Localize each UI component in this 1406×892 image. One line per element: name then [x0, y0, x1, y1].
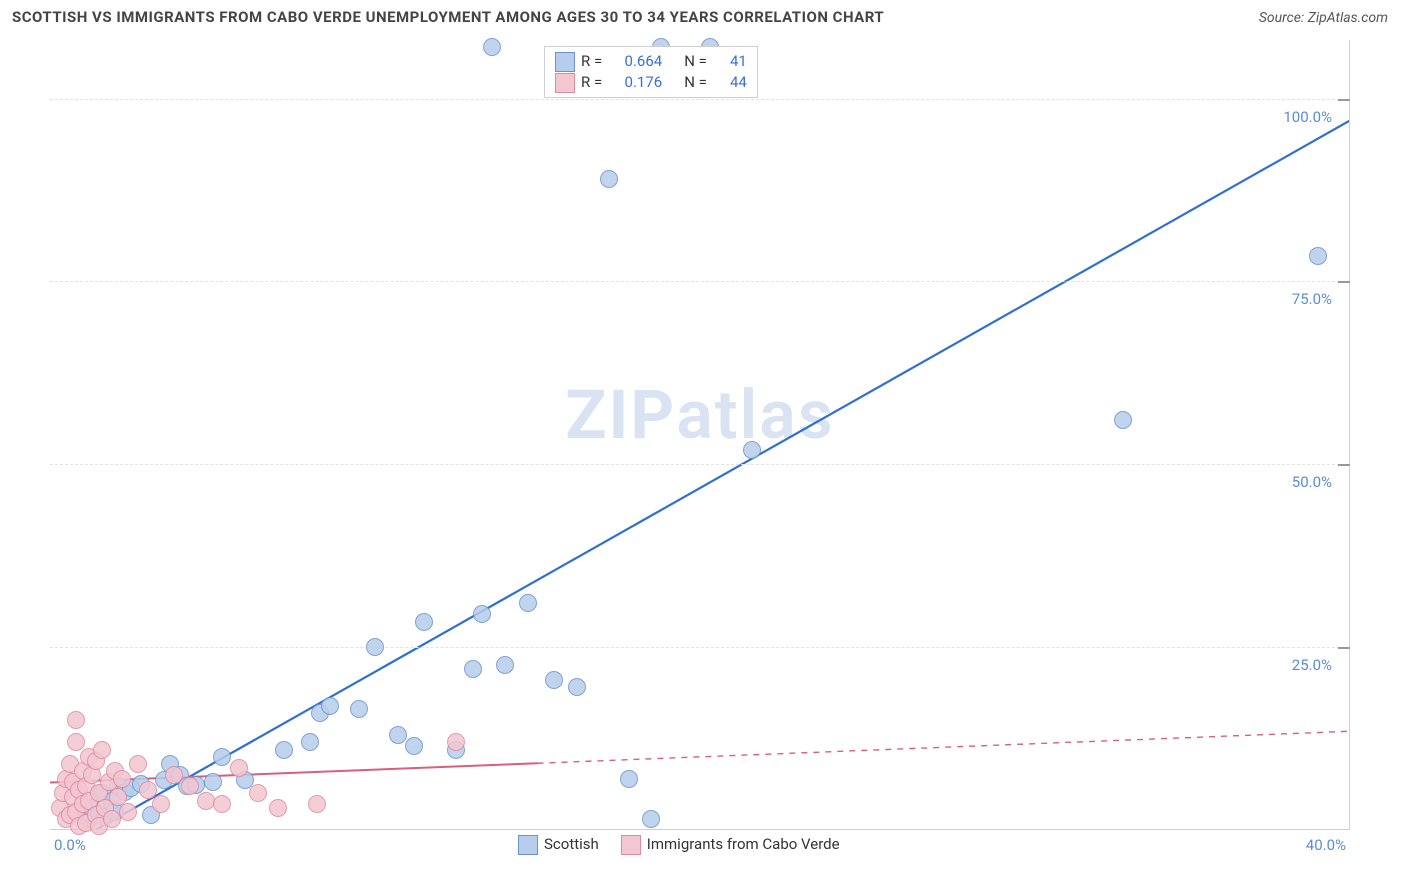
source-attribution: Source: ZipAtlas.com: [1259, 10, 1388, 26]
data-point-scottish: [301, 733, 319, 751]
data-point-scottish: [415, 613, 433, 631]
data-point-scottish: [464, 660, 482, 678]
x-tick-label: 0.0%: [54, 836, 86, 854]
data-point-cabo: [447, 733, 465, 751]
legend-label-scottish: Scottish: [544, 834, 599, 855]
legend-swatch-cabo: [555, 73, 575, 93]
data-point-scottish: [366, 638, 384, 656]
data-point-cabo: [181, 777, 199, 795]
y-tick-mark: [1338, 647, 1350, 649]
series-legend: Scottish Immigrants from Cabo Verde: [518, 834, 840, 855]
data-point-scottish: [743, 441, 761, 459]
gridline: [50, 99, 1350, 100]
y-tick-label: 75.0%: [1292, 290, 1332, 308]
data-point-scottish: [620, 770, 638, 788]
data-point-scottish: [1309, 247, 1327, 265]
data-point-scottish: [473, 605, 491, 623]
data-point-scottish: [545, 671, 563, 689]
data-point-scottish: [483, 38, 501, 56]
y-tick-label: 25.0%: [1292, 656, 1332, 674]
data-point-scottish: [405, 737, 423, 755]
n-value-scottish: 41: [713, 51, 747, 72]
watermark: ZIPatlas: [565, 375, 835, 455]
legend-item-scottish: Scottish: [518, 834, 599, 855]
y-tick-mark: [1338, 464, 1350, 466]
data-point-scottish: [321, 697, 339, 715]
trend-lines-svg: [50, 40, 1350, 830]
data-point-cabo: [67, 711, 85, 729]
x-axis-line: [50, 829, 1350, 830]
legend-label-cabo: Immigrants from Cabo Verde: [647, 834, 840, 855]
chart-container: SCOTTISH VS IMMIGRANTS FROM CABO VERDE U…: [0, 0, 1406, 892]
legend-item-cabo: Immigrants from Cabo Verde: [621, 834, 840, 855]
data-point-cabo: [249, 784, 267, 802]
stats-legend-row-cabo: R = 0.176 N = 44: [555, 72, 747, 93]
r-label: R =: [581, 72, 602, 93]
data-point-scottish: [213, 748, 231, 766]
watermark-zip: ZIP: [565, 375, 676, 455]
data-point-scottish: [275, 741, 293, 759]
trend-line-scottish: [57, 120, 1351, 830]
data-point-scottish: [389, 726, 407, 744]
data-point-cabo: [165, 766, 183, 784]
gridline: [50, 647, 1350, 648]
data-point-cabo: [197, 792, 215, 810]
legend-swatch-scottish: [518, 835, 538, 855]
y-tick-mark: [1338, 281, 1350, 283]
n-label: N =: [684, 51, 707, 72]
data-point-cabo: [119, 803, 137, 821]
stats-legend: R = 0.664 N = 41 R = 0.176 N = 44: [544, 46, 758, 98]
data-point-scottish: [1114, 411, 1132, 429]
data-point-scottish: [204, 773, 222, 791]
data-point-scottish: [350, 700, 368, 718]
r-label: R =: [581, 51, 602, 72]
data-point-cabo: [139, 781, 157, 799]
legend-swatch-scottish: [555, 52, 575, 72]
data-point-cabo: [308, 795, 326, 813]
n-value-cabo: 44: [713, 72, 747, 93]
source-value: ZipAtlas.com: [1308, 10, 1388, 26]
data-point-cabo: [93, 741, 111, 759]
chart-title: SCOTTISH VS IMMIGRANTS FROM CABO VERDE U…: [12, 8, 884, 26]
data-point-cabo: [67, 733, 85, 751]
x-tick-label: 40.0%: [1306, 836, 1346, 854]
data-point-cabo: [113, 770, 131, 788]
data-point-scottish: [600, 170, 618, 188]
y-tick-mark: [1338, 99, 1350, 101]
n-label: N =: [684, 72, 707, 93]
y-tick-label: 50.0%: [1292, 473, 1332, 491]
data-point-scottish: [642, 810, 660, 828]
data-point-cabo: [152, 795, 170, 813]
r-value-cabo: 0.176: [608, 72, 662, 93]
gridline: [50, 464, 1350, 465]
trend-line-ext-cabo: [538, 731, 1351, 763]
data-point-cabo: [103, 810, 121, 828]
plot-area: ZIPatlas 25.0%50.0%75.0%100.0%0.0%40.0%: [50, 40, 1350, 830]
r-value-scottish: 0.664: [608, 51, 662, 72]
data-point-scottish: [568, 678, 586, 696]
y-tick-label: 100.0%: [1283, 108, 1332, 126]
data-point-cabo: [269, 799, 287, 817]
data-point-scottish: [519, 594, 537, 612]
data-point-cabo: [129, 755, 147, 773]
y-axis-right-line: [1349, 40, 1350, 830]
stats-legend-row-scottish: R = 0.664 N = 41: [555, 51, 747, 72]
legend-swatch-cabo: [621, 835, 641, 855]
data-point-scottish: [496, 656, 514, 674]
data-point-cabo: [213, 795, 231, 813]
data-point-cabo: [230, 759, 248, 777]
source-label: Source:: [1259, 10, 1308, 26]
gridline: [50, 281, 1350, 282]
